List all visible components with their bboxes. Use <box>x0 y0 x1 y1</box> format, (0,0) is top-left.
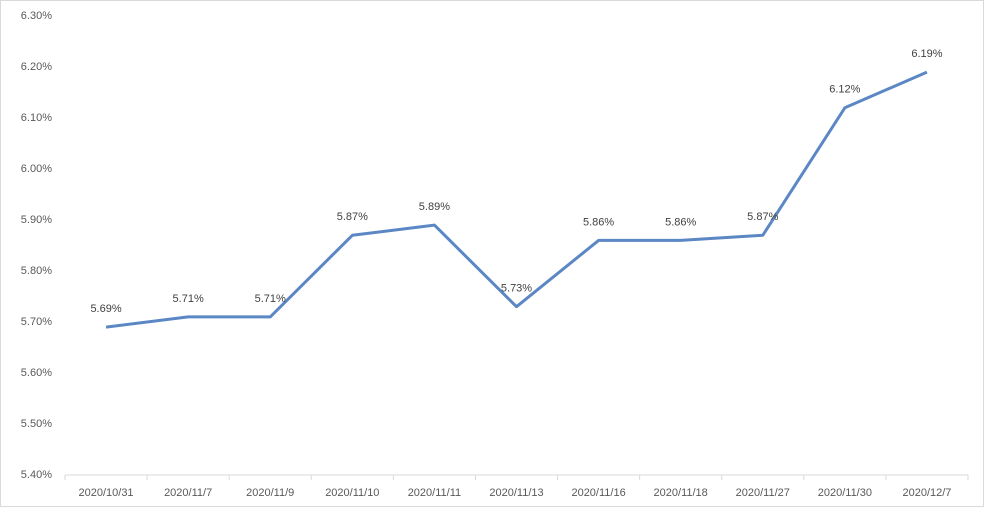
data-label: 5.87% <box>747 211 778 223</box>
x-tick-label: 2020/11/10 <box>325 487 379 499</box>
x-tick-label: 2020/11/7 <box>164 487 212 499</box>
x-tick-label: 2020/11/30 <box>818 487 872 499</box>
x-tick-label: 2020/11/9 <box>246 487 294 499</box>
x-tick-label: 2020/11/16 <box>571 487 625 499</box>
data-label: 5.86% <box>583 216 614 228</box>
y-tick-label: 5.50% <box>21 418 52 430</box>
data-label: 5.69% <box>90 303 121 315</box>
x-tick-label: 2020/10/31 <box>79 487 134 499</box>
data-label: 5.89% <box>419 201 450 213</box>
y-tick-label: 5.60% <box>21 367 52 379</box>
data-label: 5.73% <box>501 283 532 295</box>
data-label: 5.87% <box>337 211 368 223</box>
x-tick-label: 2020/11/27 <box>736 487 790 499</box>
y-tick-label: 5.90% <box>21 214 52 226</box>
y-tick-label: 6.20% <box>21 61 52 73</box>
data-label: 6.12% <box>829 84 860 96</box>
data-label: 5.86% <box>665 216 696 228</box>
x-tick-label: 2020/11/11 <box>408 487 461 499</box>
x-tick-label: 2020/11/18 <box>654 487 708 499</box>
y-tick-label: 5.40% <box>21 469 52 481</box>
x-tick-label: 2020/12/7 <box>902 487 951 499</box>
series-line <box>105 70 928 329</box>
data-label: 5.71% <box>173 293 204 305</box>
y-tick-label: 5.80% <box>21 265 52 277</box>
data-label: 5.71% <box>255 293 286 305</box>
x-tick-label: 2020/11/13 <box>489 487 543 499</box>
data-label: 6.19% <box>911 48 942 60</box>
y-tick-label: 5.70% <box>21 316 52 328</box>
y-tick-label: 6.00% <box>21 163 52 175</box>
y-tick-label: 6.30% <box>21 10 52 22</box>
y-tick-label: 6.10% <box>21 112 52 124</box>
